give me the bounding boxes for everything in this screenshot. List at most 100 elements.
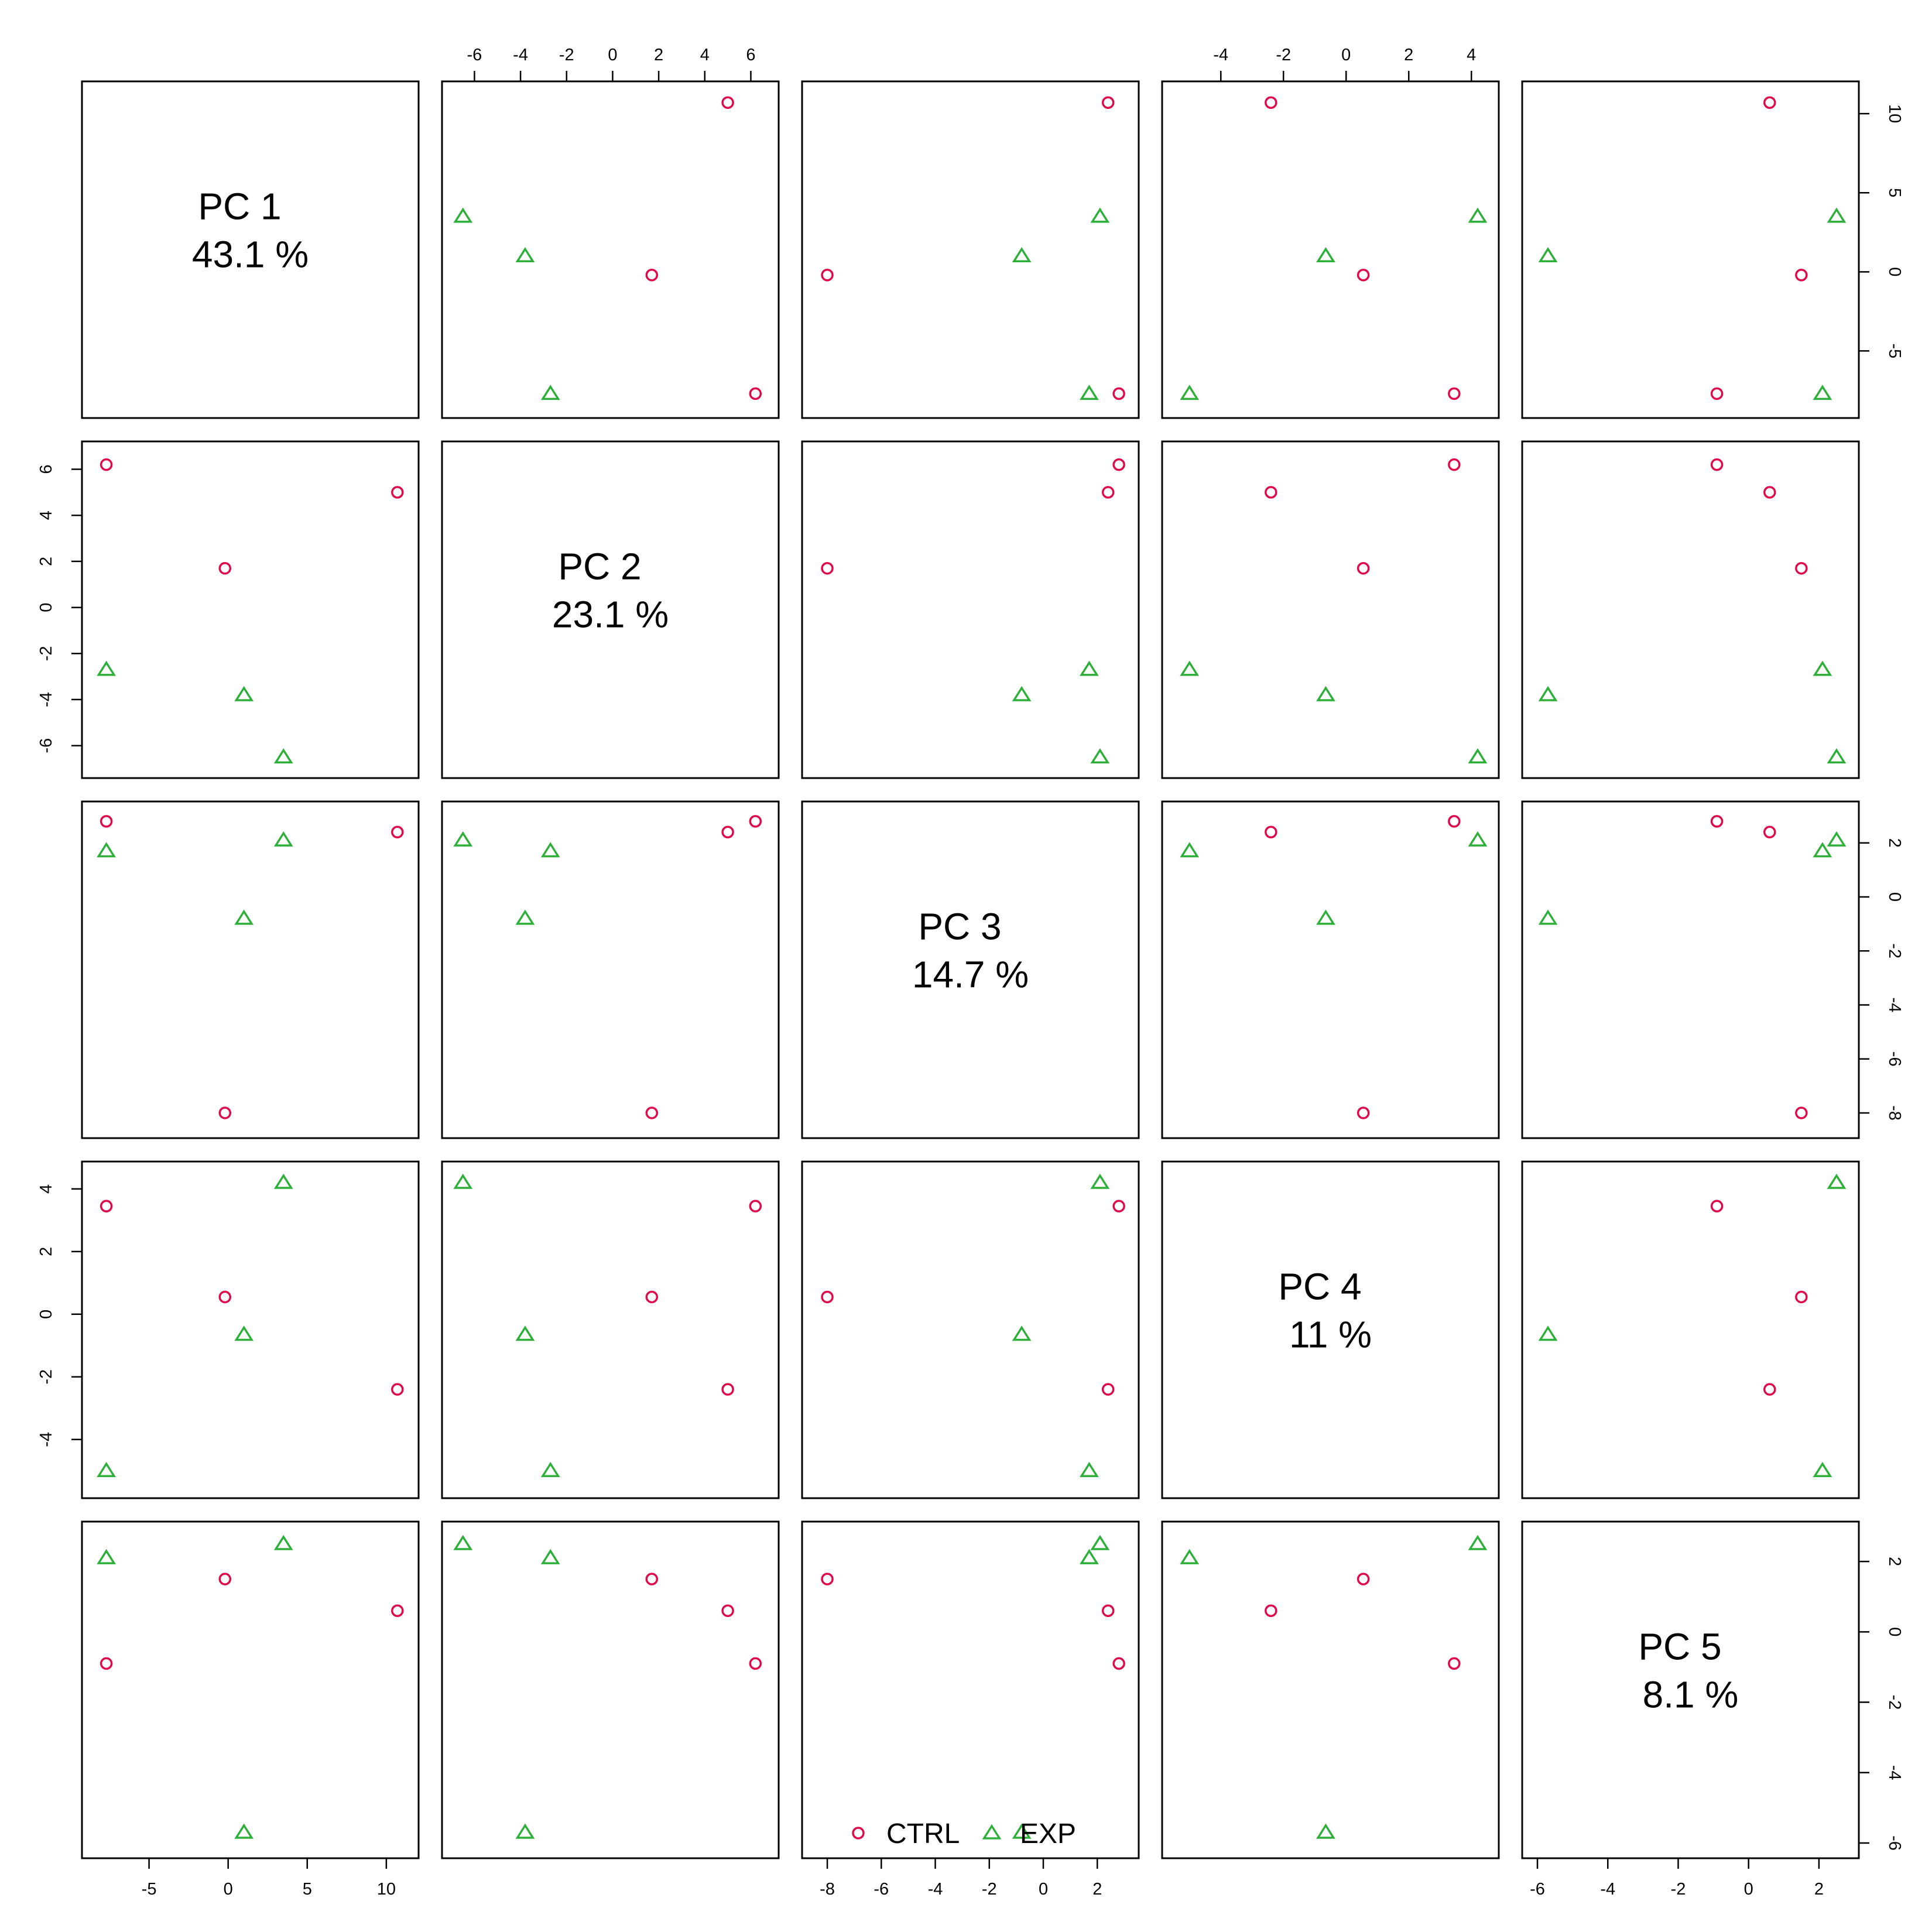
panel-1-4: [1161, 80, 1500, 419]
tick-label: 0: [1744, 1880, 1753, 1899]
point-ctrl-3: [1448, 458, 1461, 471]
tick-label: 0: [608, 46, 617, 64]
panel-3-3: PC 3 14.7 %: [801, 800, 1140, 1139]
tick-label: 0: [1885, 267, 1904, 276]
tick-label: 0: [1039, 1880, 1048, 1899]
point-ctrl-3: [100, 458, 113, 471]
panel-5-2: [441, 1520, 780, 1859]
panel-frame: [1161, 1160, 1500, 1499]
tick-label: 0: [1885, 892, 1904, 902]
panel-2-5: [1521, 440, 1860, 779]
point-ctrl-2: [1356, 1573, 1370, 1585]
point-exp-6: [540, 1549, 560, 1564]
tick-label: -6: [873, 1880, 889, 1899]
panel-4-2: [441, 1160, 780, 1499]
panel-frame: [441, 80, 780, 419]
point-exp-5: [1538, 686, 1558, 701]
panel-5-3: [801, 1520, 1140, 1859]
diagonal-percent: 43.1 %: [192, 234, 309, 276]
point-ctrl-2: [1795, 1107, 1808, 1119]
tick-label: -8: [820, 1880, 835, 1899]
point-exp-4: [1468, 748, 1488, 764]
panel-1-5: [1521, 80, 1860, 419]
point-ctrl-3: [1710, 815, 1724, 828]
point-exp-5: [234, 1325, 254, 1341]
legend: CTRL EXP: [852, 1818, 1076, 1849]
tick-label: -6: [1885, 1835, 1904, 1851]
point-ctrl-1: [1265, 825, 1277, 839]
tick-label: 2: [1092, 1880, 1102, 1899]
point-ctrl-3: [1112, 458, 1125, 471]
tick-label: 6: [37, 464, 56, 474]
point-exp-5: [1316, 686, 1335, 701]
tick-label: -2: [37, 1369, 56, 1385]
point-ctrl-2: [1356, 561, 1370, 575]
diagonal-name: PC 3: [918, 906, 1001, 948]
tick-label: -6: [467, 46, 482, 64]
point-ctrl-3: [100, 1200, 113, 1212]
point-ctrl-3: [1448, 1657, 1461, 1670]
point-ctrl-1: [721, 825, 734, 839]
point-ctrl-1: [1763, 825, 1776, 839]
panel-frame: [81, 1160, 420, 1499]
point-exp-4: [273, 1534, 293, 1550]
tick-label: -2: [37, 646, 56, 661]
point-ctrl-1: [391, 1604, 404, 1617]
diagonal-name: PC 4: [1278, 1266, 1361, 1308]
tick-label: 6: [746, 46, 755, 64]
tick-label: -8: [1885, 1105, 1904, 1121]
point-ctrl-1: [391, 1383, 404, 1396]
panel-frame: [1161, 800, 1500, 1139]
point-ctrl-1: [721, 96, 734, 109]
point-ctrl-3: [1112, 1200, 1125, 1212]
y-axis-left-4: -4 -2 0 2 4: [37, 1184, 83, 1447]
point-ctrl-2: [218, 561, 232, 575]
point-ctrl-2: [1795, 1290, 1808, 1304]
point-exp-6: [1180, 1549, 1200, 1564]
point-exp-6: [1080, 660, 1099, 676]
tick-label: -5: [142, 1880, 157, 1899]
point-exp-4: [1827, 748, 1847, 764]
diagonal-name: PC 2: [558, 546, 641, 588]
panel-frame: [801, 80, 1140, 419]
tick-label: 5: [1885, 188, 1904, 197]
x-axis-bottom-5: -6 -4 -2 0 2: [1530, 1857, 1824, 1899]
point-exp-4: [1827, 831, 1847, 847]
panel-2-3: [801, 440, 1140, 779]
legend-label-exp: EXP: [1020, 1818, 1076, 1849]
legend-marker-exp: [982, 1824, 1002, 1839]
panel-1-1: PC 1 43.1 %: [81, 80, 420, 419]
legend-marker-ctrl: [852, 1827, 865, 1839]
point-exp-4: [1468, 831, 1488, 847]
point-exp-6: [1080, 1461, 1099, 1477]
panel-frame: [441, 440, 780, 779]
tick-label: -4: [37, 1432, 56, 1447]
point-exp-4: [453, 831, 473, 847]
point-exp-5: [515, 1823, 535, 1839]
point-ctrl-2: [218, 1290, 232, 1304]
point-exp-6: [1180, 842, 1200, 858]
x-axis-top-4: -4 -2 0 2 4: [1213, 46, 1476, 83]
legend-label-ctrl: CTRL: [886, 1818, 960, 1849]
tick-label: 4: [37, 511, 56, 520]
point-ctrl-1: [391, 486, 404, 499]
diagonal-percent: 8.1 %: [1643, 1674, 1739, 1716]
point-ctrl-3: [749, 1657, 762, 1670]
point-exp-6: [1813, 385, 1832, 400]
x-axis-top-2: -6 -4 -2 0 2 4 6: [467, 46, 756, 83]
point-ctrl-2: [645, 1107, 659, 1119]
tick-label: 0: [224, 1880, 233, 1899]
point-exp-5: [1316, 247, 1335, 263]
diagonal-percent: 11 %: [1289, 1314, 1372, 1356]
tick-label: -4: [1600, 1880, 1615, 1899]
tick-label: 2: [654, 46, 663, 64]
point-ctrl-1: [1763, 486, 1776, 499]
point-exp-4: [1090, 1534, 1110, 1550]
tick-label: -6: [1530, 1880, 1545, 1899]
panel-3-1: [81, 800, 420, 1139]
tick-label: 2: [1885, 1557, 1904, 1566]
point-exp-5: [1316, 1823, 1335, 1839]
point-ctrl-1: [1265, 486, 1277, 499]
point-exp-5: [234, 1823, 254, 1839]
panel-frame: [1521, 440, 1860, 779]
